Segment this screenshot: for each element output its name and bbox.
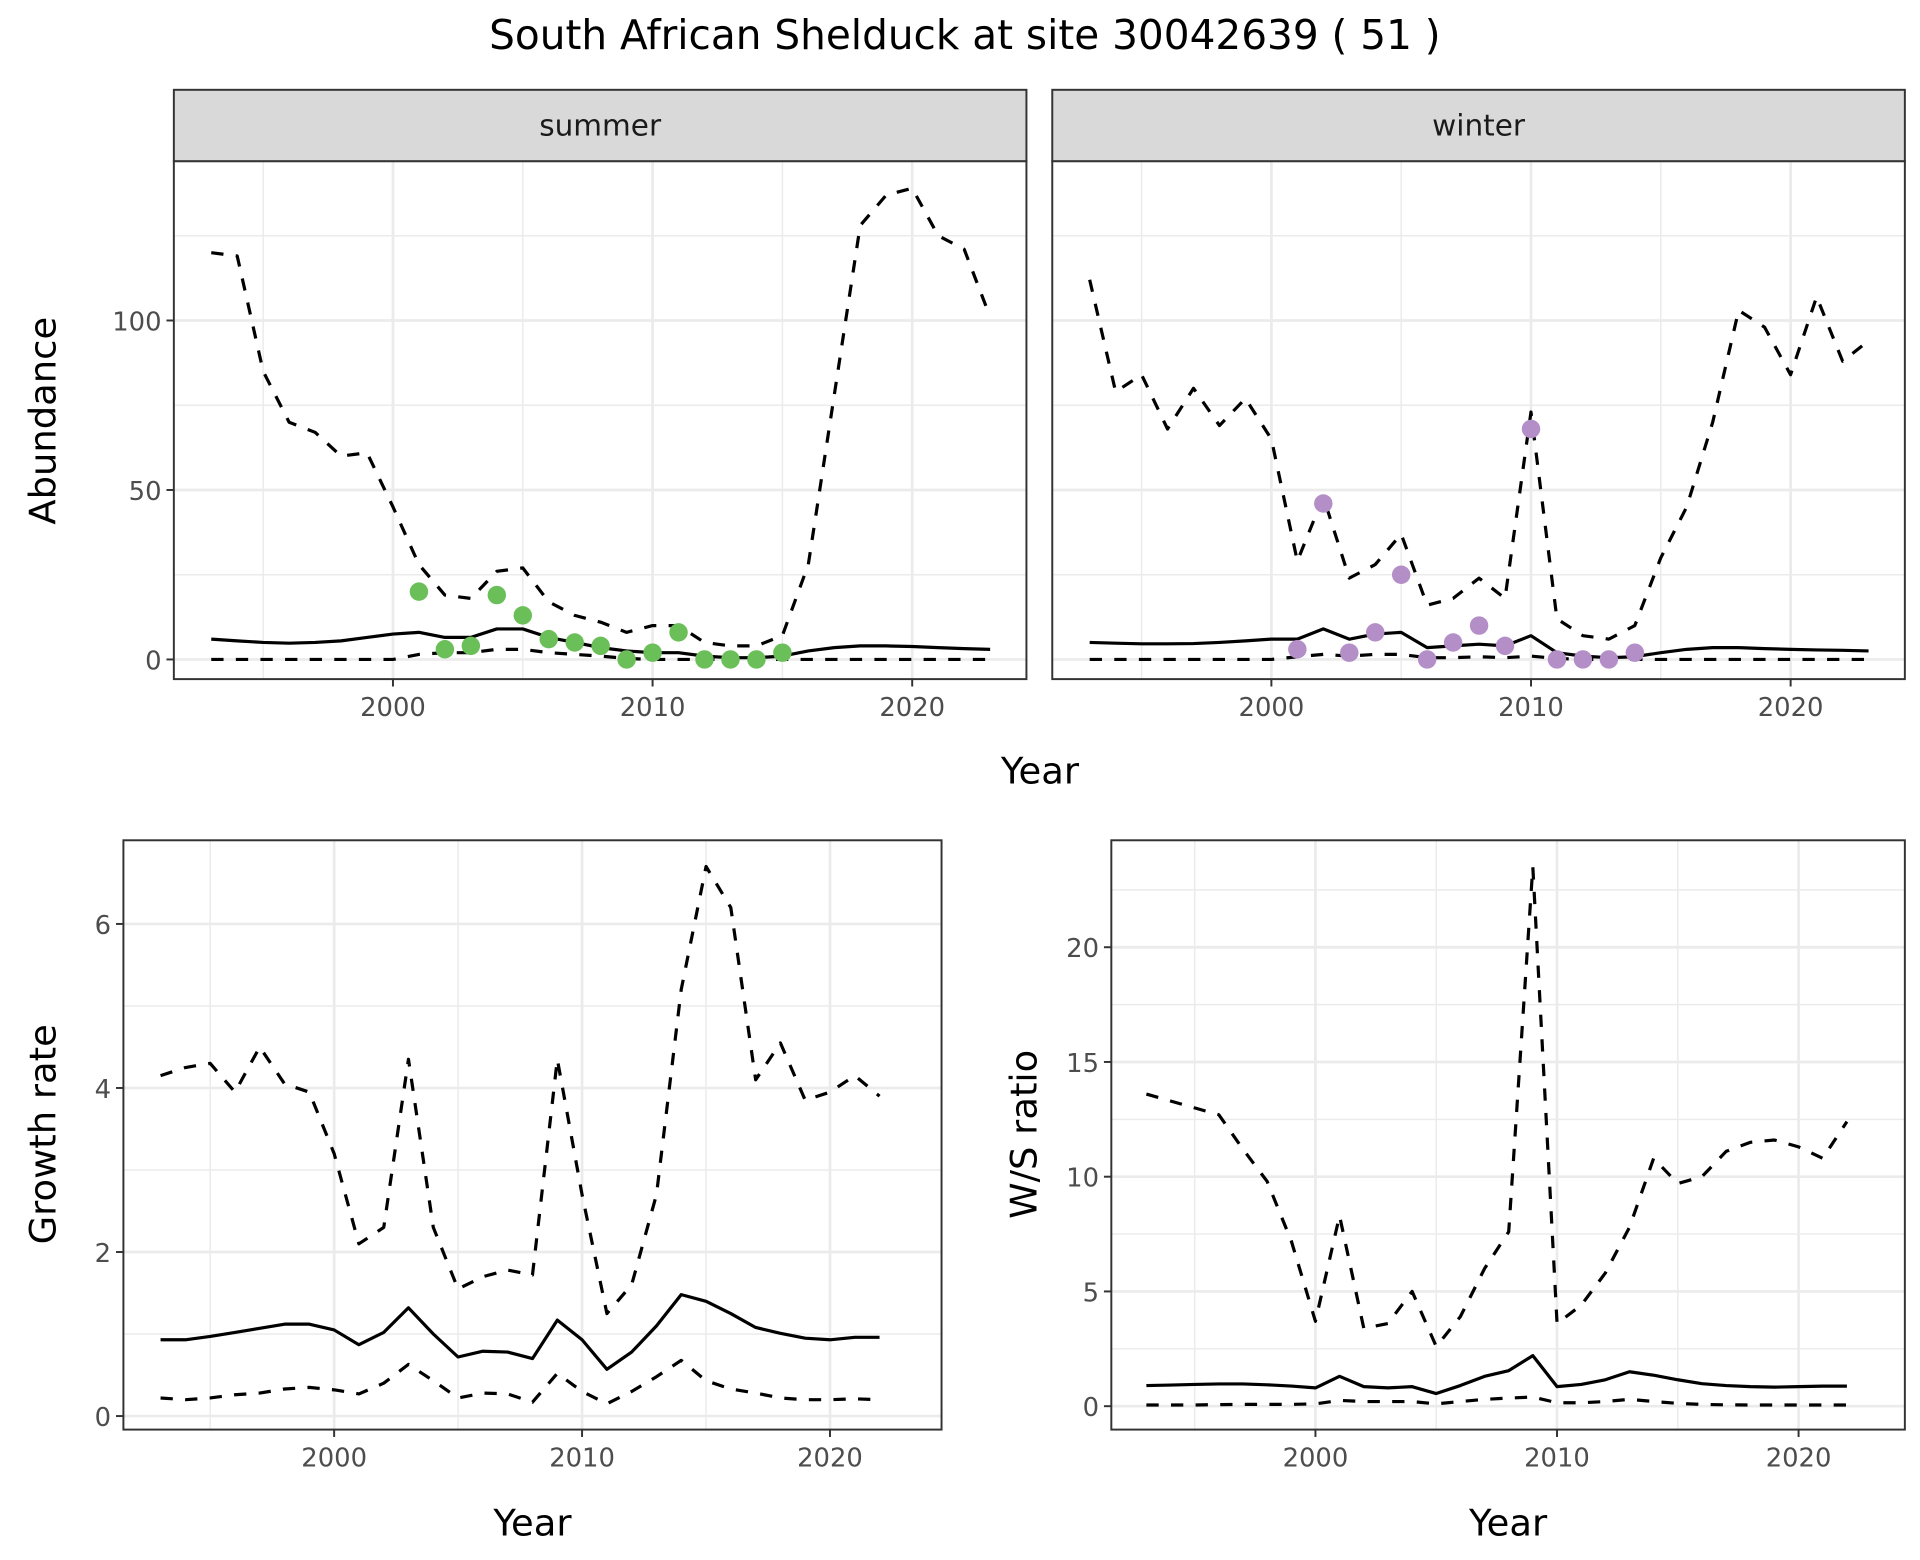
data-point (1288, 640, 1307, 659)
data-point (513, 606, 533, 625)
data-point (1314, 494, 1333, 513)
panel-winter: winter 2000 2010 2020 (1051, 88, 1906, 723)
y-tick-label: 20 (1066, 934, 1099, 964)
y-tick-label: 4 (95, 1075, 111, 1105)
x-axis-title: Year (1468, 1501, 1548, 1544)
x-tick-label: 2010 (1524, 1443, 1590, 1473)
series-line-mean (1146, 1354, 1847, 1396)
y-tick-label: 10 (1066, 1164, 1099, 1194)
data-point (461, 636, 481, 656)
y-axis-title: Growth rate (22, 1024, 65, 1244)
data-point (1573, 650, 1593, 669)
data-point (1469, 616, 1489, 635)
x-tick-label: 2000 (1239, 693, 1305, 723)
panel-ratio: 2000 2010 2020 0 5 10 15 20 W/S ratio Year (1002, 839, 1906, 1544)
data-point (721, 650, 740, 669)
panel-border (172, 160, 1028, 681)
data-point (747, 650, 766, 669)
series-line-upper (1088, 279, 1870, 641)
data-point (1391, 565, 1411, 584)
x-tick-label: 2020 (797, 1443, 863, 1473)
series-line-upper (160, 864, 881, 1316)
series-line-upper (211, 186, 992, 648)
series-line-lower (160, 1358, 880, 1406)
data-point (565, 633, 584, 652)
top-x-axis-title: Year (1000, 750, 1080, 793)
facet-strip-label: winter (1432, 108, 1526, 142)
series-line-mean (1089, 627, 1869, 660)
data-point (409, 582, 429, 601)
series-line-mean (160, 1293, 880, 1371)
panel-border (1051, 160, 1906, 681)
x-tick-label: 2000 (301, 1443, 367, 1473)
y-tick-label: 0 (95, 1403, 111, 1433)
x-tick-label: 2000 (1283, 1443, 1349, 1473)
panel-summer: summer 2000 2010 2020 0 50 100 Abundance (22, 88, 1028, 723)
data-point (695, 650, 714, 669)
x-tick-label: 2020 (1758, 693, 1824, 723)
data-point (1599, 650, 1619, 669)
series-line-lower (211, 647, 991, 662)
facet-strip (1051, 88, 1906, 163)
y-tick-label: 2 (95, 1239, 111, 1269)
panel-growth: 2000 2010 2020 0 2 4 6 Growth rate Year (22, 839, 943, 1544)
panel-border (122, 839, 943, 1431)
y-tick-label: 0 (145, 646, 161, 676)
x-tick-label: 2000 (360, 693, 426, 723)
data-point (1495, 636, 1515, 656)
y-tick-label: 50 (129, 477, 162, 507)
figure-title: South African Shelduck at site 30042639 … (489, 11, 1440, 59)
y-tick-label: 100 (112, 307, 161, 337)
data-point (591, 636, 610, 656)
panel-border (1110, 839, 1906, 1431)
data-point (669, 623, 688, 642)
y-axis-title: Abundance (22, 317, 65, 525)
data-point (1417, 650, 1437, 669)
data-point (1547, 650, 1567, 669)
x-tick-label: 2020 (879, 693, 945, 723)
data-point (1625, 643, 1645, 662)
data-point (773, 643, 792, 662)
data-point (643, 643, 662, 662)
data-point (1443, 633, 1463, 652)
y-tick-label: 6 (95, 911, 111, 941)
x-tick-label: 2010 (1498, 693, 1564, 723)
y-tick-label: 0 (1083, 1393, 1099, 1423)
data-point (617, 650, 636, 669)
y-tick-label: 5 (1083, 1278, 1099, 1308)
series-line-lower (1089, 652, 1869, 662)
y-tick-label: 15 (1066, 1049, 1099, 1079)
x-tick-label: 2010 (549, 1443, 615, 1473)
data-point (539, 629, 558, 649)
data-point (1366, 623, 1385, 642)
x-tick-label: 2010 (620, 693, 686, 723)
data-point (487, 585, 507, 605)
x-axis-title: Year (492, 1501, 572, 1544)
facet-strip-label: summer (539, 108, 662, 142)
data-point (435, 640, 455, 659)
series-line-lower (1146, 1395, 1847, 1407)
x-tick-label: 2020 (1766, 1443, 1832, 1473)
data-point (1340, 643, 1359, 662)
series-line-upper (1145, 865, 1849, 1349)
data-point (1521, 419, 1541, 439)
facet-strip (172, 88, 1028, 163)
y-axis-title: W/S ratio (1002, 1050, 1045, 1219)
